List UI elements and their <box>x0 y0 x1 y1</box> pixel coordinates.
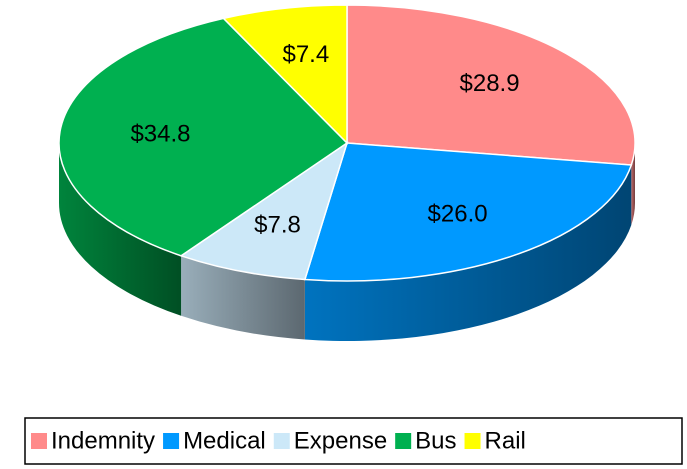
pie-slice <box>222 4 348 145</box>
data-label: $7.8 <box>254 212 301 239</box>
data-label: $34.8 <box>130 121 190 148</box>
legend-label: Indemnity <box>51 427 155 454</box>
legend-label: Expense <box>294 427 387 454</box>
legend-box <box>24 417 683 465</box>
legend-label: Rail <box>485 427 526 454</box>
pie-tops <box>58 4 636 282</box>
data-label: $28.9 <box>460 70 520 97</box>
legend-label: Medical <box>183 427 266 454</box>
pie-side <box>304 165 632 341</box>
legend: Indemnity Medical Expense Bus Rail <box>31 427 526 454</box>
pie-side <box>59 143 182 316</box>
pie-slice <box>303 142 633 282</box>
pie-slice <box>346 4 636 166</box>
legend-swatch <box>31 433 47 449</box>
legend-swatch <box>273 433 290 449</box>
legend-swatch <box>464 433 481 449</box>
legend-label: Bus <box>415 427 456 454</box>
data-label: $26.0 <box>428 201 488 228</box>
legend-swatch <box>163 433 180 449</box>
data-label: $7.4 <box>282 41 329 68</box>
data-labels: $28.9 $26.0 $7.8 $34.8 $7.4 <box>130 41 519 239</box>
pie-slice <box>179 141 349 281</box>
legend-swatch <box>395 433 412 449</box>
pie-slice <box>58 17 349 257</box>
